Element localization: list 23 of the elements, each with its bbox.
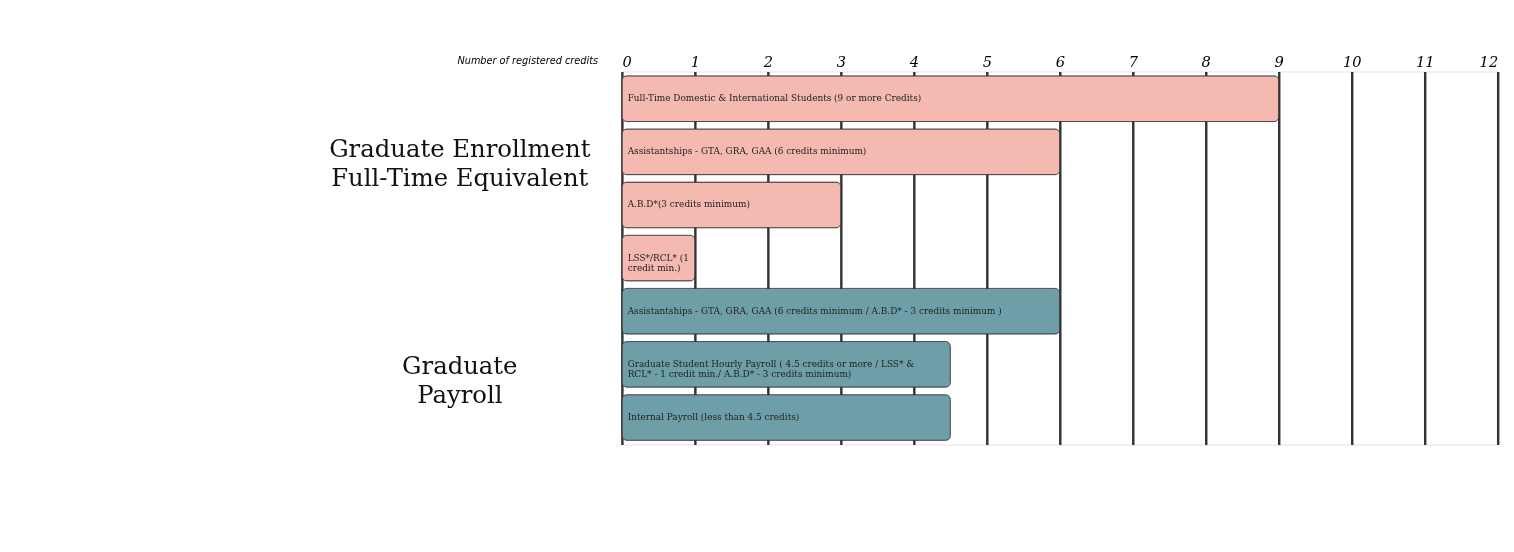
y-tick-label: Assistantships - GTA, GRA, GAA (6 credits minimum) [626,146,867,157]
x-tick-label: 7 [1128,53,1139,71]
x-tick-label: 10 [1342,53,1362,71]
x-tick-label: 8 [1201,53,1211,71]
y-tick-label: A.B.D*(3 credits minimum) [626,199,750,210]
y-tick-label: Assistantships - GTA, GRA, GAA (6 credits minimum / A.B.D* - 3 credits minimum ) [626,305,1002,316]
x-axis-title: Number of registered credits [457,54,599,66]
y-tick-label: LSS*/RCL* (1 credit min.) [627,252,689,274]
x-tick-label: 6 [1055,53,1065,71]
x-tick-label: 2 [762,53,773,71]
x-tick-label: 1 [690,53,701,71]
x-tick-label: 9 [1274,53,1284,71]
y-tick-label: Internal Payroll (less than 4.5 credits) [627,411,800,422]
x-tick-label: 4 [908,53,919,71]
y-tick-label: Graduate Student Hourly Payroll ( 4.5 credits or more / LSS* & RCL* - 1 credit min./ A.B.D* - 3 credits minimum) [627,358,915,380]
text: Graduate Enrollment Full-Time Equivalent [329,134,591,193]
x-tick-label: 3 [836,53,846,71]
x-tick-label: 12 [1479,53,1499,71]
text: Graduate Payroll [402,350,518,409]
y-tick-label: Full-Time Domestic & International Students (9 or more Credits) [627,93,922,104]
x-tick-label: 0 [622,53,632,71]
x-tick-label: 5 [982,53,992,71]
x-tick-label: 11 [1415,53,1435,71]
